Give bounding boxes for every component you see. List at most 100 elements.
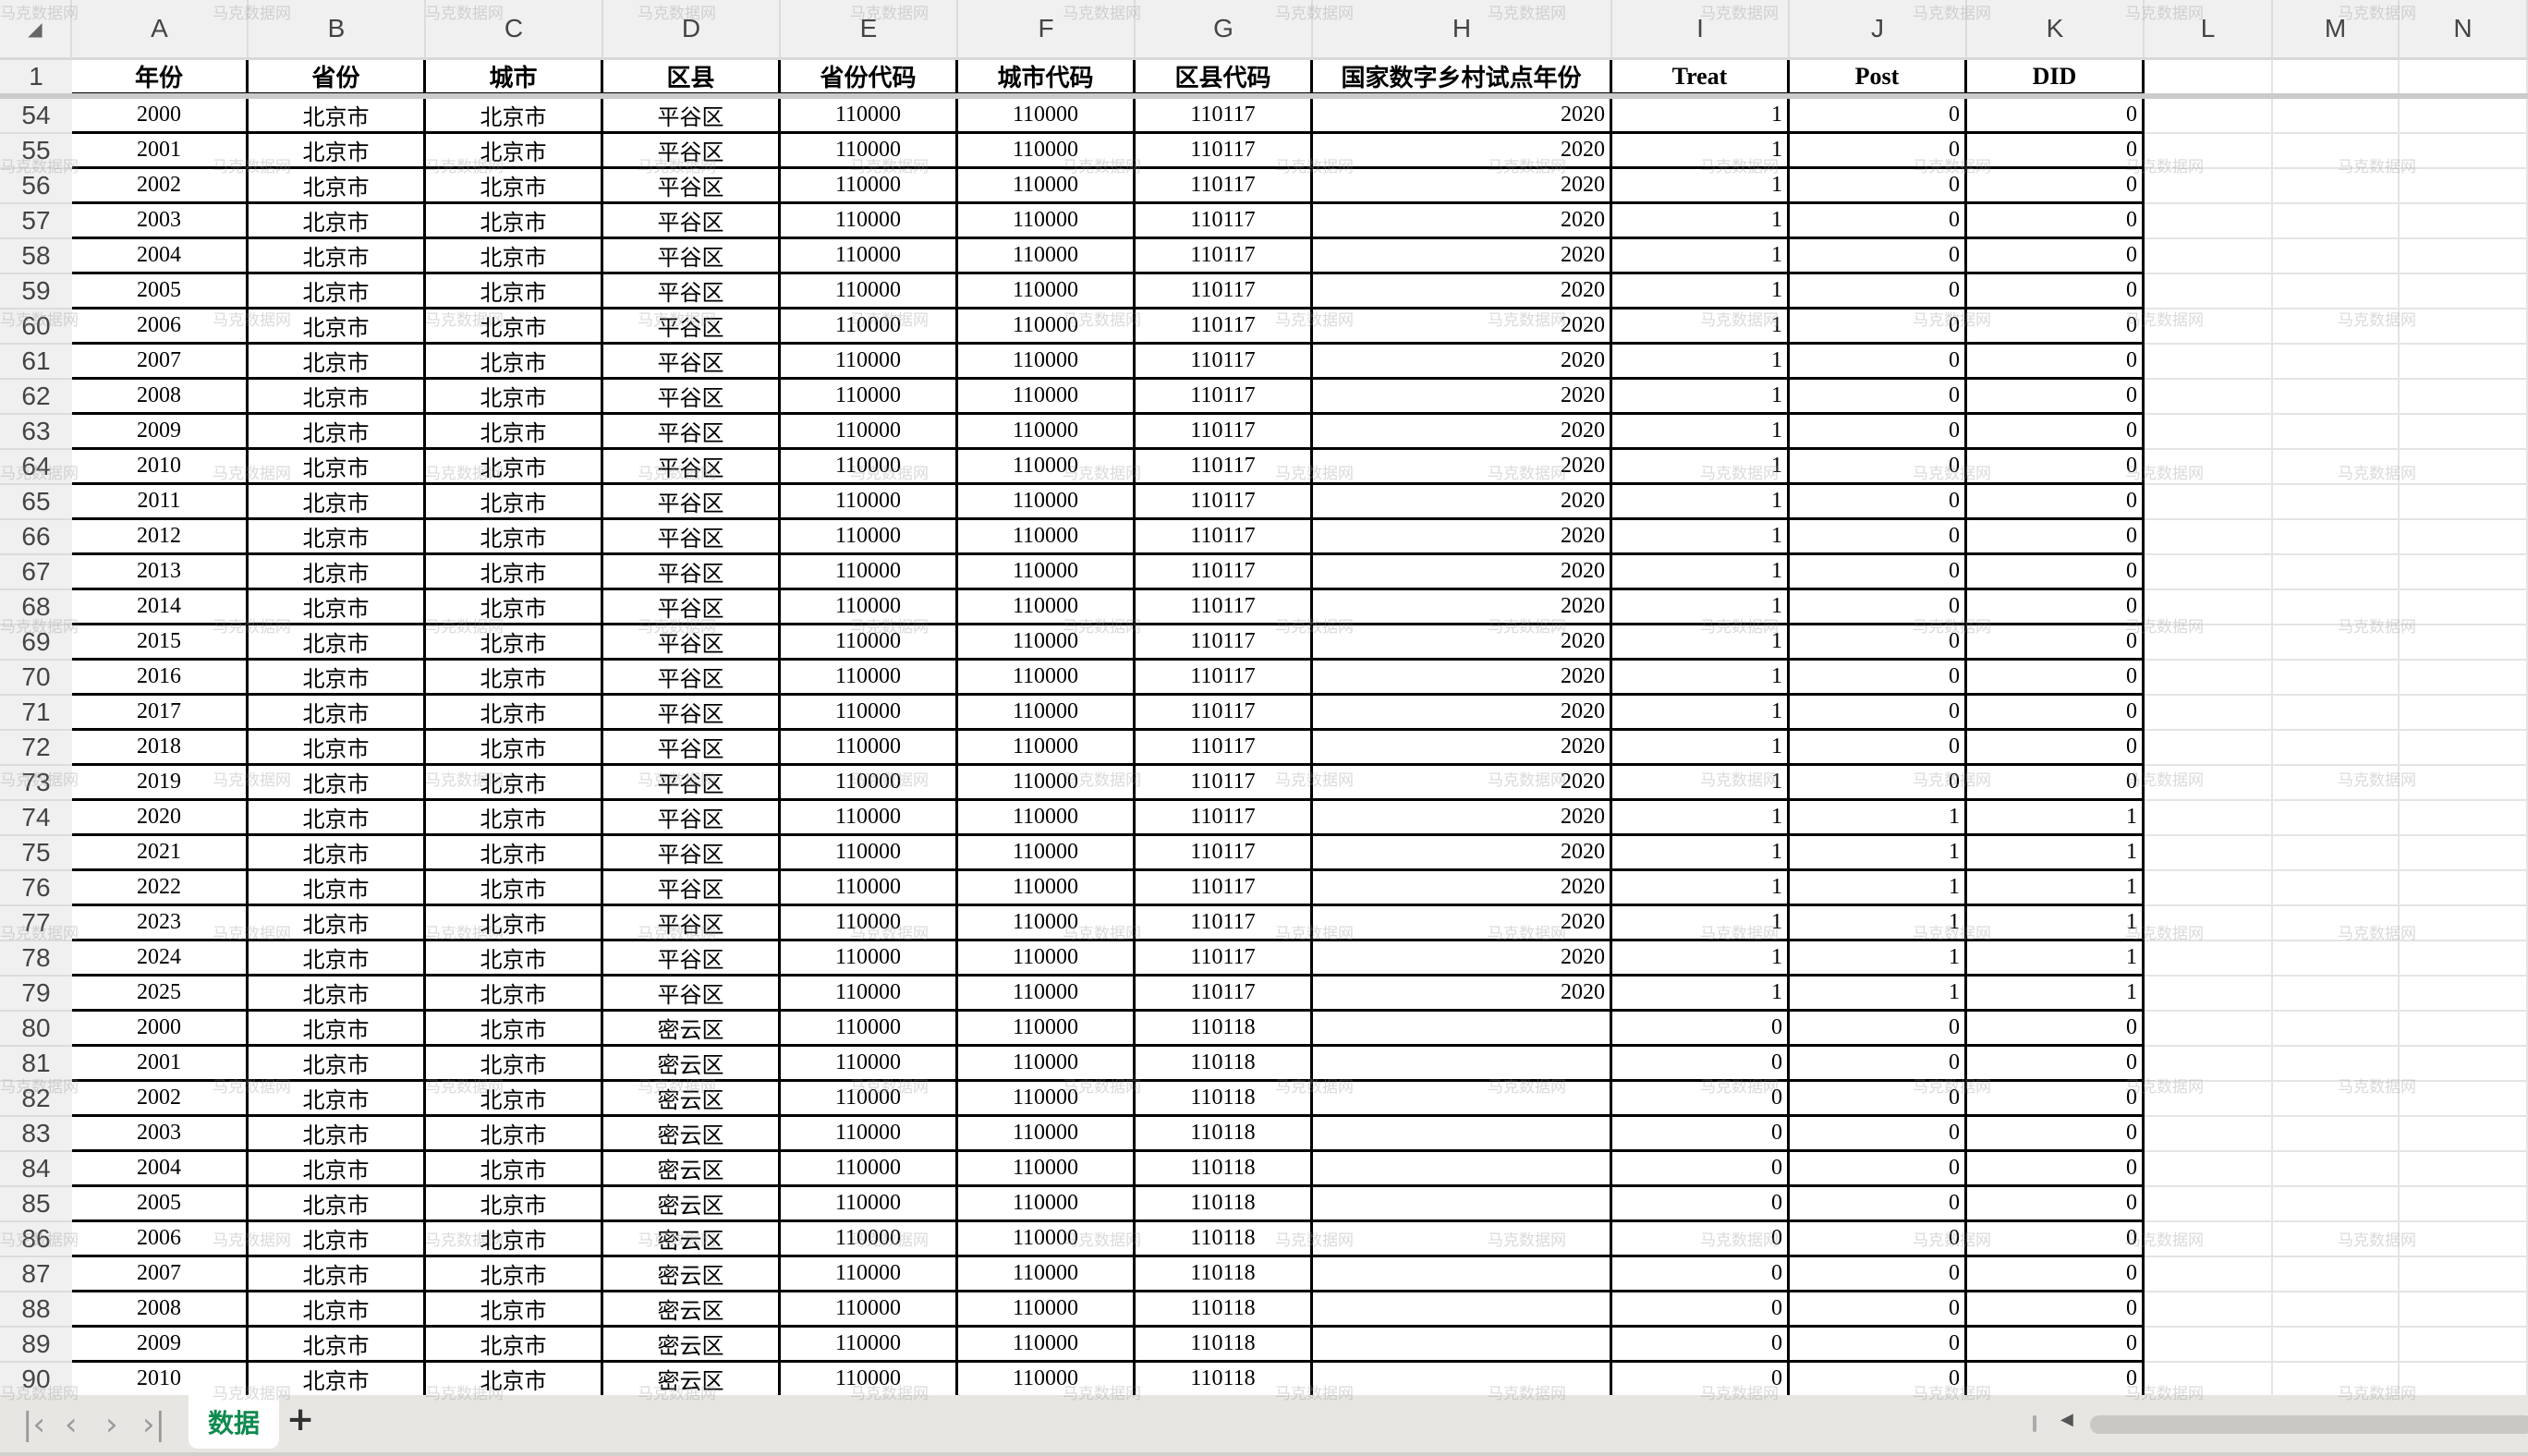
data-cell[interactable]: 密云区 — [603, 1187, 781, 1222]
data-cell[interactable] — [2273, 941, 2400, 977]
data-cell[interactable]: 1 — [1967, 941, 2145, 977]
data-cell[interactable]: 北京市 — [426, 1292, 603, 1328]
data-cell[interactable]: 平谷区 — [603, 415, 781, 450]
data-cell[interactable]: 北京市 — [249, 380, 426, 415]
row-header[interactable]: 78 — [0, 941, 72, 977]
data-cell[interactable]: 2020 — [1313, 731, 1612, 766]
column-title-cell[interactable]: DID — [1967, 60, 2145, 95]
data-cell[interactable]: 平谷区 — [603, 801, 781, 836]
data-cell[interactable]: 平谷区 — [603, 766, 781, 801]
data-cell[interactable]: 北京市 — [249, 977, 426, 1012]
data-cell[interactable]: 0 — [1967, 555, 2145, 590]
data-cell[interactable] — [2400, 169, 2528, 204]
data-cell[interactable]: 110000 — [781, 661, 958, 696]
row-header[interactable]: 65 — [0, 485, 72, 520]
data-cell[interactable]: 110000 — [958, 555, 1136, 590]
data-cell[interactable]: 北京市 — [426, 485, 603, 520]
data-cell[interactable] — [2400, 99, 2528, 134]
data-cell[interactable]: 110000 — [958, 485, 1136, 520]
column-header-E[interactable]: E — [781, 0, 958, 60]
data-cell[interactable]: 北京市 — [426, 661, 603, 696]
row-header[interactable]: 77 — [0, 906, 72, 941]
row-header[interactable]: 85 — [0, 1187, 72, 1222]
data-cell[interactable] — [2273, 555, 2400, 590]
data-cell[interactable]: 1 — [1612, 977, 1790, 1012]
data-cell[interactable] — [2273, 696, 2400, 731]
data-cell[interactable]: 0 — [1790, 1257, 1967, 1292]
data-cell[interactable]: 110117 — [1136, 415, 1313, 450]
data-cell[interactable]: 北京市 — [426, 274, 603, 309]
data-cell[interactable]: 平谷区 — [603, 871, 781, 906]
data-cell[interactable]: 1 — [1790, 801, 1967, 836]
data-cell[interactable]: 110118 — [1136, 1152, 1313, 1187]
data-cell[interactable]: 110000 — [958, 204, 1136, 239]
data-cell[interactable] — [2400, 204, 2528, 239]
data-cell[interactable]: 110000 — [781, 801, 958, 836]
data-cell[interactable]: 0 — [1967, 99, 2145, 134]
data-cell[interactable]: 0 — [1967, 1012, 2145, 1047]
data-cell[interactable]: 1 — [1612, 309, 1790, 345]
data-cell[interactable]: 平谷区 — [603, 134, 781, 169]
row-header[interactable]: 86 — [0, 1222, 72, 1257]
data-cell[interactable]: 110000 — [958, 520, 1136, 555]
data-cell[interactable]: 密云区 — [603, 1363, 781, 1395]
data-cell[interactable]: 1 — [1612, 99, 1790, 134]
data-cell[interactable] — [2145, 450, 2273, 485]
data-cell[interactable]: 0 — [1967, 309, 2145, 345]
data-cell[interactable]: 0 — [1790, 1187, 1967, 1222]
row-header[interactable]: 55 — [0, 134, 72, 169]
data-cell[interactable]: 110117 — [1136, 204, 1313, 239]
data-cell[interactable]: 2020 — [1313, 836, 1612, 871]
data-cell[interactable]: 北京市 — [426, 380, 603, 415]
data-cell[interactable]: 0 — [1967, 1328, 2145, 1363]
data-cell[interactable]: 110000 — [958, 625, 1136, 661]
data-cell[interactable]: 2007 — [72, 345, 249, 380]
data-cell[interactable]: 2020 — [1313, 661, 1612, 696]
data-cell[interactable]: 北京市 — [426, 204, 603, 239]
data-cell[interactable]: 平谷区 — [603, 345, 781, 380]
data-cell[interactable]: 1 — [1612, 380, 1790, 415]
data-cell[interactable]: 北京市 — [249, 169, 426, 204]
data-cell[interactable]: 北京市 — [249, 590, 426, 625]
data-cell[interactable]: 1 — [1967, 836, 2145, 871]
data-cell[interactable]: 0 — [1790, 661, 1967, 696]
data-cell[interactable]: 2012 — [72, 520, 249, 555]
data-cell[interactable]: 0 — [1612, 1152, 1790, 1187]
data-cell[interactable] — [2400, 1222, 2528, 1257]
data-cell[interactable] — [2400, 450, 2528, 485]
data-cell[interactable]: 北京市 — [249, 766, 426, 801]
data-cell[interactable]: 0 — [1612, 1117, 1790, 1152]
data-cell[interactable]: 0 — [1790, 1082, 1967, 1117]
data-cell[interactable]: 2020 — [1313, 590, 1612, 625]
data-cell[interactable]: 0 — [1790, 1047, 1967, 1082]
data-cell[interactable]: 北京市 — [249, 1082, 426, 1117]
data-cell[interactable]: 0 — [1967, 169, 2145, 204]
data-cell[interactable]: 110000 — [958, 274, 1136, 309]
data-cell[interactable]: 1 — [1967, 871, 2145, 906]
row-header[interactable]: 70 — [0, 661, 72, 696]
row-header[interactable]: 73 — [0, 766, 72, 801]
data-cell[interactable] — [2273, 906, 2400, 941]
data-cell[interactable]: 2013 — [72, 555, 249, 590]
data-cell[interactable]: 2014 — [72, 590, 249, 625]
data-cell[interactable]: 北京市 — [249, 555, 426, 590]
data-cell[interactable]: 北京市 — [249, 696, 426, 731]
column-header-M[interactable]: M — [2273, 0, 2400, 60]
data-cell[interactable]: 110000 — [781, 1222, 958, 1257]
data-cell[interactable] — [2145, 99, 2273, 134]
column-title-cell[interactable]: 省份代码 — [781, 60, 958, 95]
data-cell[interactable] — [2400, 485, 2528, 520]
data-cell[interactable]: 0 — [1967, 239, 2145, 274]
data-cell[interactable]: 2020 — [1313, 309, 1612, 345]
data-cell[interactable]: 1 — [1612, 625, 1790, 661]
spreadsheet-grid[interactable]: ◢ A B C D E F G H I J K L M N 1 年份 省份 城市 区县 省份代码 城市代码 区县代码 国家数字… — [0, 0, 2528, 1395]
data-cell[interactable] — [2145, 1292, 2273, 1328]
data-cell[interactable]: 110118 — [1136, 1222, 1313, 1257]
data-cell[interactable]: 0 — [1790, 450, 1967, 485]
data-cell[interactable]: 110000 — [781, 1257, 958, 1292]
data-cell[interactable]: 2020 — [1313, 801, 1612, 836]
data-cell[interactable]: 0 — [1790, 134, 1967, 169]
row-header[interactable]: 54 — [0, 99, 72, 134]
data-cell[interactable]: 110000 — [958, 1257, 1136, 1292]
data-cell[interactable]: 110117 — [1136, 941, 1313, 977]
